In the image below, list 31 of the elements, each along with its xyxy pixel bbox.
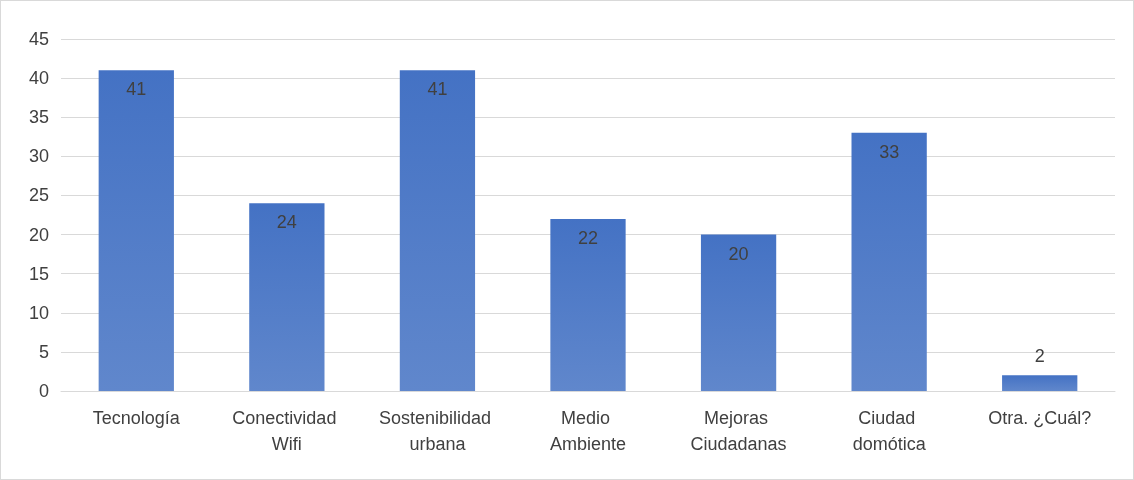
y-tick-label: 15 (28, 263, 49, 284)
data-label: 24 (276, 212, 297, 233)
data-label: 22 (577, 227, 599, 248)
data-label: 41 (126, 79, 147, 100)
y-tick-label: 25 (28, 185, 49, 206)
x-tick-label: Conectividad Wifi (232, 408, 342, 454)
bar (249, 203, 325, 391)
y-tick-label: 20 (28, 224, 49, 245)
data-label: 2 (1034, 346, 1045, 367)
y-tick-label: 45 (28, 29, 49, 49)
x-tick-label: Otra. ¿Cuál? (988, 408, 1092, 428)
data-label: 33 (879, 141, 900, 162)
y-tick-label: 30 (28, 146, 49, 167)
data-label: 41 (427, 79, 448, 100)
x-tick-label: Sostenibilidad urbana (378, 408, 496, 454)
x-tick-label: Tecnología (92, 408, 181, 428)
y-tick-label: 35 (28, 107, 49, 128)
y-tick-label: 0 (38, 381, 49, 401)
bar (98, 70, 174, 391)
y-tick-label: 5 (38, 341, 49, 362)
x-tick-label: Mejoras Ciudadanas (690, 408, 787, 454)
y-tick-label: 40 (28, 68, 49, 89)
data-label: 20 (728, 243, 749, 264)
y-tick-label: 10 (28, 302, 49, 323)
bar (399, 70, 476, 391)
bar (550, 218, 626, 391)
bar (851, 132, 927, 391)
x-tick-label: Ciudad domótica (852, 408, 927, 454)
bar (700, 234, 777, 391)
bar (1002, 375, 1078, 391)
x-tick-label: Medio Ambiente (549, 408, 627, 454)
